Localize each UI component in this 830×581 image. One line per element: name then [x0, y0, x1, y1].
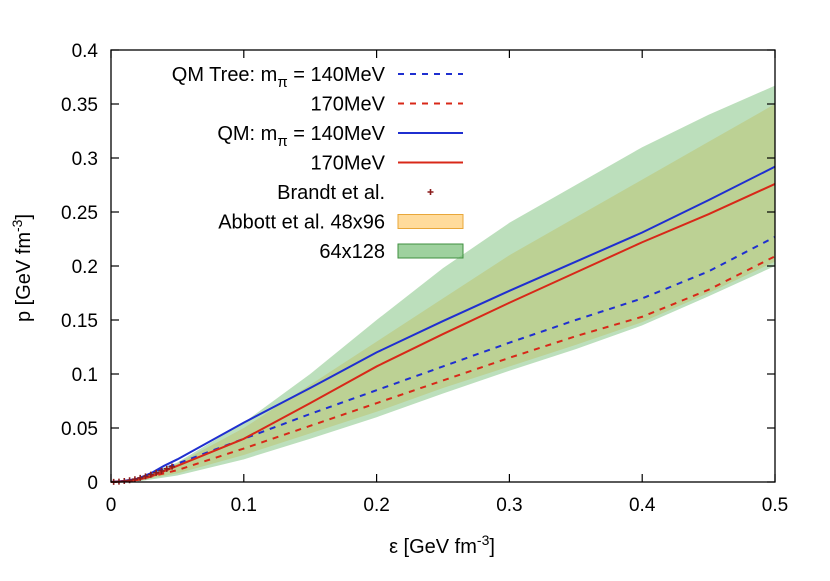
- data-point: [147, 471, 154, 478]
- y-tick-label: 0.4: [72, 41, 99, 62]
- legend-entry-label: 64x128: [319, 241, 385, 263]
- data-point: [142, 473, 149, 480]
- data-point: [169, 463, 176, 470]
- x-tick-label: 0.4: [629, 495, 656, 516]
- data-point: [158, 467, 165, 474]
- data-point: [163, 465, 170, 472]
- series-line-3: [110, 183, 776, 483]
- data-point: [137, 474, 144, 481]
- y-tick-label: 0: [87, 473, 98, 494]
- legend: QM Tree: mπ = 140MeV 170MeV QM: mπ = 140Me…: [172, 64, 464, 263]
- band-1: [137, 85, 775, 482]
- legend-entry-label: 170MeV: [311, 94, 386, 116]
- data-point: [131, 476, 138, 483]
- y-tick-label: 0.2: [72, 257, 98, 278]
- y-tick-label: 0.15: [61, 311, 98, 332]
- legend-entry-label: QM: mπ = 140MeV: [217, 123, 385, 150]
- legend-point-swatch: [427, 189, 434, 195]
- y-axis-label: p [GeV fm-3]: [9, 214, 35, 322]
- legend-band-swatch: [397, 214, 464, 229]
- uncertainty-bands: [137, 85, 775, 482]
- legend-entry-label: QM Tree: mπ = 140MeV: [172, 64, 386, 91]
- axis-ticks: 0 0.1 0.2 0.3 0.4 0.5 0 0.05 0.1 0.15 0.2 0.25 0.3 0.…: [61, 41, 788, 516]
- y-tick-label: 0.35: [61, 95, 98, 116]
- x-tick-label: 0.2: [363, 495, 389, 516]
- y-tick-label: 0.3: [72, 149, 98, 170]
- series-line-2: [110, 165, 776, 483]
- band-0: [137, 104, 775, 481]
- legend-entry-label: Brandt et al.: [277, 182, 385, 204]
- data-point: [153, 469, 160, 476]
- legend-entry-label: 170MeV: [311, 153, 386, 175]
- x-tick-label: 0.3: [496, 495, 522, 516]
- y-tick-label: 0.25: [61, 203, 98, 224]
- y-tick-label: 0.05: [61, 419, 98, 440]
- x-tick-label: 0: [106, 495, 117, 516]
- legend-entry-label: Abbott et al. 48x96: [218, 212, 385, 234]
- legend-band-swatch: [397, 243, 464, 259]
- x-axis-label: ε [GeV fm-3]: [389, 532, 495, 558]
- x-tick-label: 0.1: [231, 495, 257, 516]
- data-point: [121, 478, 128, 485]
- x-tick-label: 0.5: [762, 495, 788, 516]
- y-tick-label: 0.1: [72, 365, 98, 386]
